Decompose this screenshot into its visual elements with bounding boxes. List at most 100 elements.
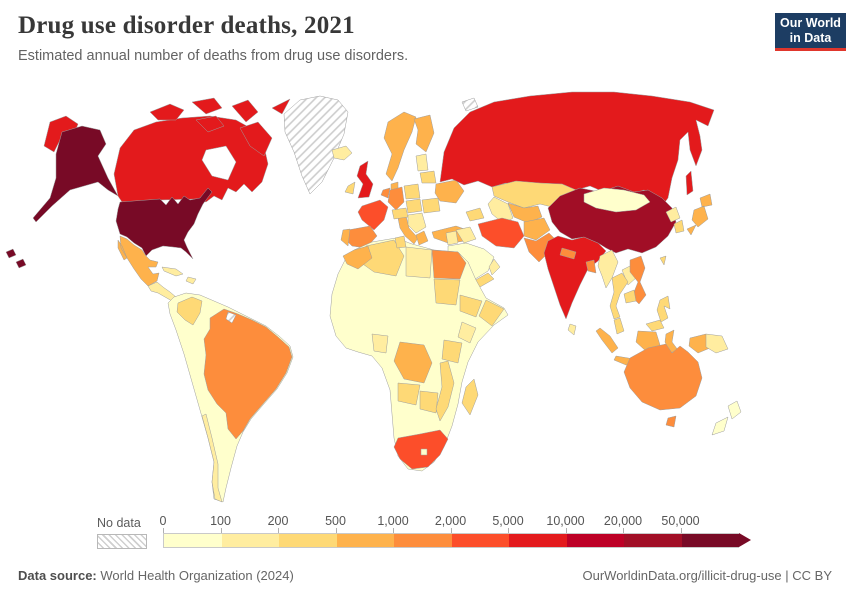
country-tanzania[interactable] (441, 339, 463, 364)
country-united-states[interactable] (115, 187, 213, 260)
country-nigeria[interactable] (371, 333, 389, 354)
country-north-korea[interactable] (665, 206, 681, 223)
country-hispaniola[interactable] (185, 276, 197, 285)
license-text: | CC BY (781, 568, 832, 583)
country-sudan[interactable] (433, 278, 461, 306)
legend-bin[interactable] (509, 534, 567, 547)
country-philippines[interactable] (656, 295, 671, 323)
country-malaysia[interactable] (613, 317, 665, 335)
owid-logo-line2: in Data (789, 30, 832, 45)
country-colombia[interactable] (176, 296, 203, 326)
country-syria-jordan[interactable] (445, 230, 459, 246)
country-drc[interactable] (393, 341, 433, 384)
country-thailand[interactable] (609, 272, 629, 320)
country-portugal[interactable] (340, 228, 351, 247)
country-papua-new-guinea[interactable] (705, 333, 729, 354)
country-bangladesh[interactable] (585, 259, 597, 274)
country-japan[interactable] (686, 193, 713, 236)
legend-bin[interactable] (279, 534, 337, 547)
country-zambia-zimbabwe[interactable] (419, 390, 439, 414)
country-caucasus[interactable] (465, 207, 485, 222)
world-map[interactable] (0, 90, 850, 510)
country-afghanistan[interactable] (523, 217, 551, 241)
legend-tick-label: 2,000 (434, 514, 467, 528)
country-iran[interactable] (477, 217, 525, 249)
owid-link[interactable]: OurWorldinData.org/illicit-drug-use (582, 568, 782, 583)
country-morocco[interactable] (342, 245, 373, 270)
country-belarus[interactable] (419, 170, 437, 184)
country-russia[interactable] (439, 91, 715, 207)
country-united-kingdom[interactable] (356, 160, 374, 199)
country-finland[interactable] (413, 114, 435, 153)
country-poland[interactable] (403, 183, 421, 200)
country-greece[interactable] (415, 230, 429, 246)
country-lesotho[interactable] (420, 448, 428, 456)
country-iraq[interactable] (455, 226, 477, 244)
country-french-guiana[interactable] (225, 311, 237, 324)
country-chile[interactable] (201, 413, 223, 503)
country-sri-lanka[interactable] (567, 323, 577, 336)
country-switzerland-austria[interactable] (391, 207, 409, 220)
page-title: Drug use disorder deaths, 2021 (18, 12, 355, 39)
country-scandinavia[interactable] (383, 111, 417, 182)
legend-tick-label: 50,000 (661, 514, 700, 528)
country-somalia[interactable] (478, 299, 505, 327)
country-libya[interactable] (405, 246, 433, 279)
country-balkans[interactable] (407, 212, 427, 234)
legend-tick-mark (278, 528, 279, 533)
legend-tick-mark (565, 528, 567, 533)
country-brazil[interactable] (203, 308, 293, 440)
owid-logo-line1: Our World (780, 15, 841, 30)
country-tunisia[interactable] (394, 235, 407, 249)
country-oman[interactable] (488, 258, 501, 276)
country-south-korea[interactable] (673, 219, 685, 234)
legend-bin[interactable] (566, 534, 624, 547)
country-hawaii[interactable] (5, 248, 27, 269)
legend-bin[interactable] (164, 534, 222, 547)
legend-bin[interactable] (221, 534, 279, 547)
country-france[interactable] (357, 199, 389, 231)
country-czech-hungary[interactable] (405, 198, 423, 214)
owid-logo[interactable]: Our World in Data (775, 13, 846, 51)
country-new-zealand[interactable] (711, 400, 742, 436)
country-baltics[interactable] (415, 153, 429, 172)
legend-bin[interactable] (624, 534, 682, 547)
country-ukraine[interactable] (434, 179, 465, 204)
country-canada-arctic-islands[interactable] (149, 97, 291, 157)
country-cuba[interactable] (161, 266, 184, 277)
country-australia[interactable] (623, 343, 703, 428)
country-myanmar[interactable] (597, 249, 619, 289)
country-india[interactable] (543, 235, 607, 320)
legend-bin[interactable] (451, 534, 509, 547)
country-central-america[interactable] (147, 281, 177, 302)
country-angola[interactable] (397, 382, 421, 406)
country-alaska[interactable] (32, 125, 119, 223)
country-mozambique[interactable] (435, 360, 455, 422)
legend-bin[interactable] (336, 534, 394, 547)
legend-tick-label: 200 (267, 514, 289, 528)
country-cambodia[interactable] (623, 289, 637, 304)
country-ethiopia[interactable] (459, 294, 483, 318)
legend-bin[interactable] (681, 534, 739, 547)
no-data-hatch-swatch[interactable] (97, 534, 147, 549)
country-mexico[interactable] (117, 235, 160, 287)
country-egypt[interactable] (431, 249, 467, 280)
country-nepal[interactable] (559, 247, 577, 260)
country-mongolia[interactable] (583, 187, 651, 213)
country-benelux[interactable] (380, 187, 391, 199)
country-taiwan[interactable] (659, 255, 667, 266)
country-ireland[interactable] (344, 181, 356, 195)
country-romania[interactable] (421, 197, 441, 214)
country-madagascar[interactable] (461, 378, 479, 416)
legend-tick-mark (393, 528, 394, 533)
country-uzbekistan[interactable] (507, 202, 543, 224)
country-svalbard[interactable] (461, 97, 479, 112)
country-russia-sakhalin[interactable] (685, 170, 694, 196)
legend-bin[interactable] (394, 534, 452, 547)
footer-attribution: OurWorldinData.org/illicit-drug-use | CC… (582, 568, 832, 583)
country-germany[interactable] (387, 186, 405, 211)
country-greenland[interactable] (283, 95, 349, 195)
country-kenya[interactable] (457, 321, 477, 344)
country-iceland[interactable] (331, 145, 353, 161)
legend-no-data[interactable]: No data (97, 514, 147, 549)
